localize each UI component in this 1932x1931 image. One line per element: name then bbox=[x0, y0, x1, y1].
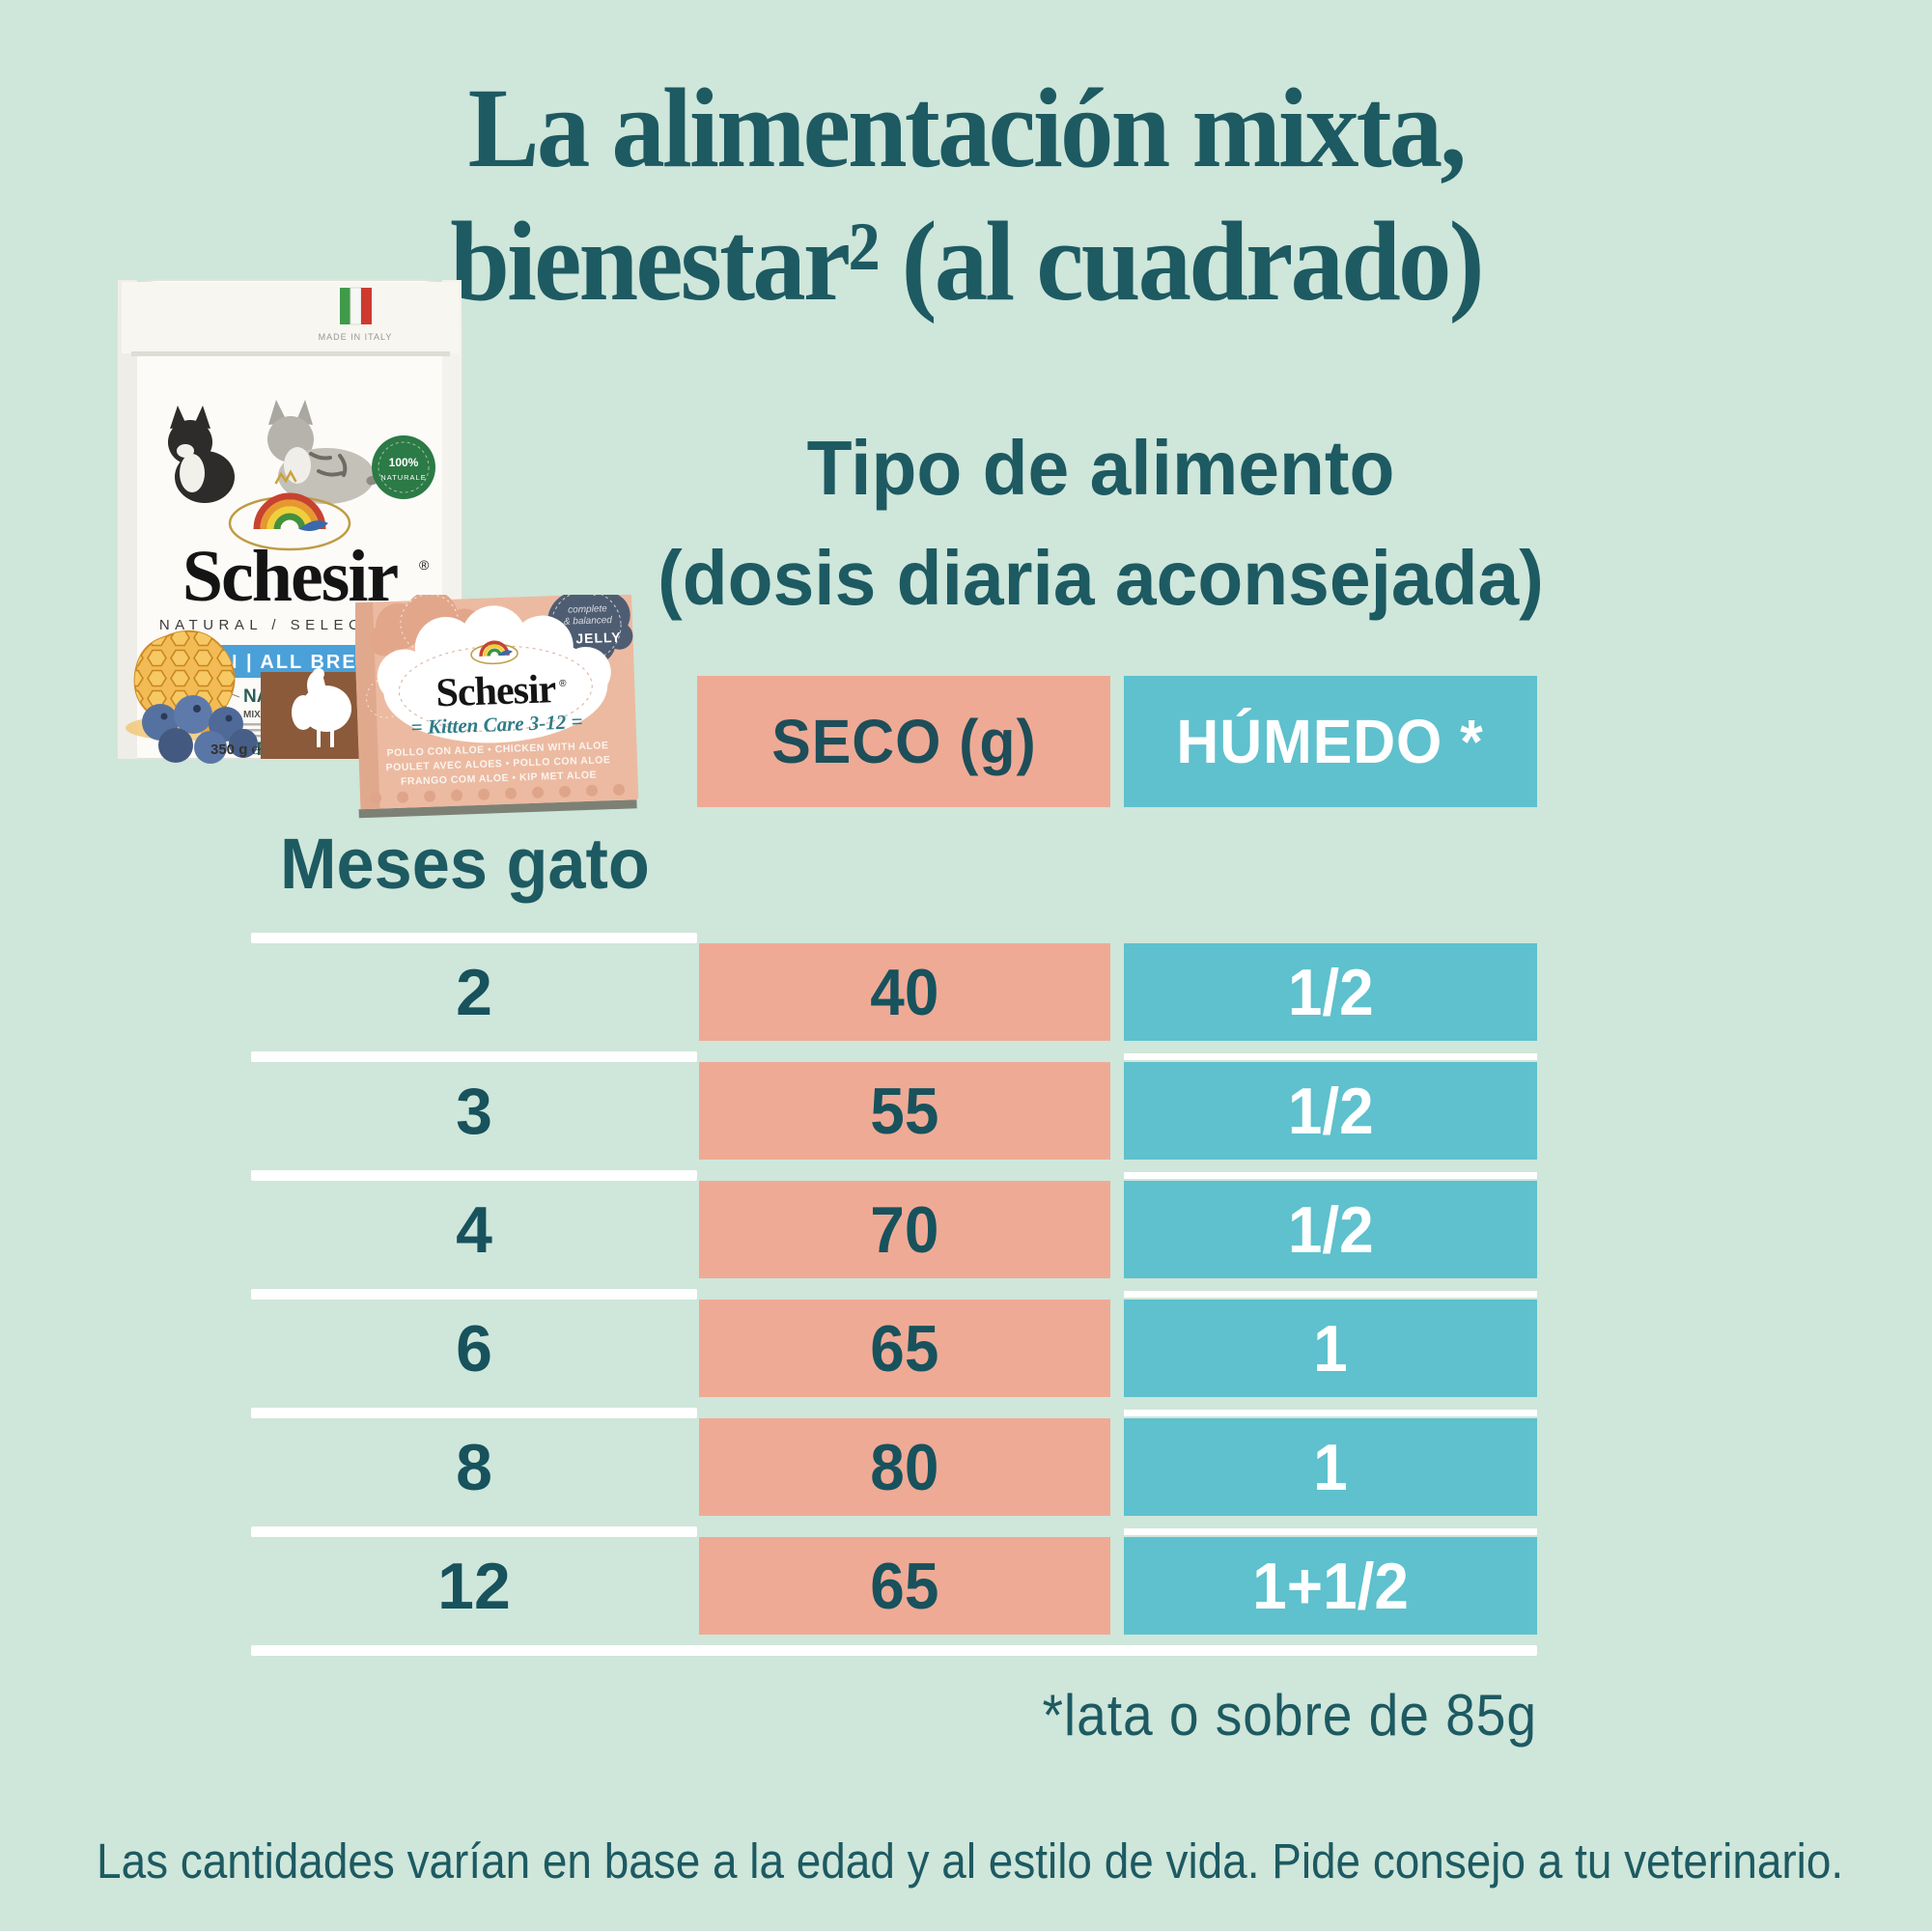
kittens-photo bbox=[168, 400, 394, 504]
dry-food-bag-image: MADE IN ITALY 100% NATURALE bbox=[117, 279, 462, 764]
table-title-line2: (dosis diaria aconsejada) bbox=[658, 534, 1544, 621]
row-separator bbox=[251, 933, 697, 943]
turkey-icon bbox=[292, 668, 351, 747]
italy-flag-icon bbox=[340, 287, 372, 325]
seco-cell: 70 bbox=[699, 1181, 1110, 1278]
humedo-cell: 1 bbox=[1124, 1300, 1537, 1397]
table-row: 8 80 1 bbox=[0, 1418, 1932, 1516]
page-title-line1: La alimentación mixta, bbox=[467, 65, 1467, 191]
box-brand-trademark: ® bbox=[559, 679, 567, 689]
row-separator bbox=[251, 1526, 697, 1537]
bag-weight-label: 350 g ℮ bbox=[210, 742, 261, 758]
polka-dots-decor bbox=[370, 783, 626, 804]
rainbow-logo-icon bbox=[228, 469, 351, 551]
row-separator bbox=[251, 1051, 697, 1062]
made-in-italy-label: MADE IN ITALY bbox=[319, 332, 393, 342]
humedo-cell: 1/2 bbox=[1124, 1181, 1537, 1278]
row-separator-wet bbox=[1124, 1053, 1537, 1060]
table-row: 2 40 1/2 bbox=[0, 943, 1932, 1041]
row-separator bbox=[251, 1289, 697, 1300]
column-header-humedo: HÚMEDO * bbox=[1124, 676, 1537, 807]
bag-subbrand-label: NATURAL / SELECTION bbox=[159, 617, 420, 633]
svg-text:& balanced: & balanced bbox=[564, 615, 613, 628]
natural-seal-icon: 100% NATURALE bbox=[372, 435, 435, 499]
column-header-seco: SECO (g) bbox=[697, 676, 1110, 807]
box-side-panel bbox=[355, 602, 380, 810]
svg-text:100%: 100% bbox=[389, 456, 419, 469]
seco-cell: 55 bbox=[699, 1062, 1110, 1160]
row-header-label: Meses gato bbox=[280, 824, 650, 904]
row-separator bbox=[251, 1408, 697, 1418]
wet-food-footnote: *lata o sobre de 85g bbox=[1042, 1683, 1537, 1748]
table-title-line1: Tipo de alimento bbox=[806, 425, 1395, 511]
blueberries-image bbox=[142, 695, 258, 764]
month-cell: 4 bbox=[456, 1192, 492, 1267]
white-cloud-label bbox=[377, 605, 611, 743]
bag-brand-trademark: ® bbox=[419, 557, 430, 573]
table-bottom-line bbox=[251, 1645, 1537, 1656]
seco-cell: 80 bbox=[699, 1418, 1110, 1516]
table-row: 3 55 1/2 bbox=[0, 1062, 1932, 1160]
bag-left-gusset bbox=[118, 280, 137, 759]
box-rainbow-icon bbox=[470, 640, 518, 665]
humedo-cell: 1/2 bbox=[1124, 943, 1537, 1041]
disclaimer-text: Las cantidades varían en base a la edad … bbox=[97, 1833, 1844, 1889]
bag-top-fold bbox=[122, 282, 460, 353]
row-separator-wet bbox=[1124, 1291, 1537, 1298]
box-brand-logo: Schesir bbox=[435, 667, 557, 715]
seco-cell: 65 bbox=[699, 1537, 1110, 1635]
bag-zip-line bbox=[131, 351, 450, 356]
table-row: 12 65 1+1/2 bbox=[0, 1537, 1932, 1635]
month-cell: 8 bbox=[456, 1430, 492, 1504]
row-separator bbox=[251, 1170, 697, 1181]
row-separator-wet bbox=[1124, 1528, 1537, 1535]
svg-text:NATURALE: NATURALE bbox=[380, 473, 426, 482]
month-cell: 3 bbox=[456, 1074, 492, 1148]
svg-text:complete: complete bbox=[568, 603, 607, 615]
row-separator-wet bbox=[1124, 1410, 1537, 1416]
wet-food-box-image: complete & balanced IN JELLY Schesir ® =… bbox=[355, 595, 639, 819]
month-cell: 2 bbox=[456, 955, 492, 1029]
table-row: 4 70 1/2 bbox=[0, 1181, 1932, 1278]
page-title-line2: bienestar² (al cuadrado) bbox=[450, 198, 1484, 325]
page-title: La alimentación mixta, bienestar² (al cu… bbox=[58, 62, 1874, 328]
table-title: Tipo de alimento (dosis diaria aconsejad… bbox=[526, 413, 1675, 632]
month-cell: 6 bbox=[456, 1311, 492, 1385]
month-cell: 12 bbox=[437, 1549, 511, 1623]
humedo-cell: 1/2 bbox=[1124, 1062, 1537, 1160]
in-jelly-badge: complete & balanced IN JELLY bbox=[540, 595, 633, 664]
table-row: 6 65 1 bbox=[0, 1300, 1932, 1397]
seco-cell: 65 bbox=[699, 1300, 1110, 1397]
can-shadow bbox=[358, 799, 637, 819]
row-separator-wet bbox=[1124, 1172, 1537, 1179]
humedo-cell: 1 bbox=[1124, 1418, 1537, 1516]
seco-cell: 40 bbox=[699, 943, 1110, 1041]
humedo-cell: 1+1/2 bbox=[1124, 1537, 1537, 1635]
